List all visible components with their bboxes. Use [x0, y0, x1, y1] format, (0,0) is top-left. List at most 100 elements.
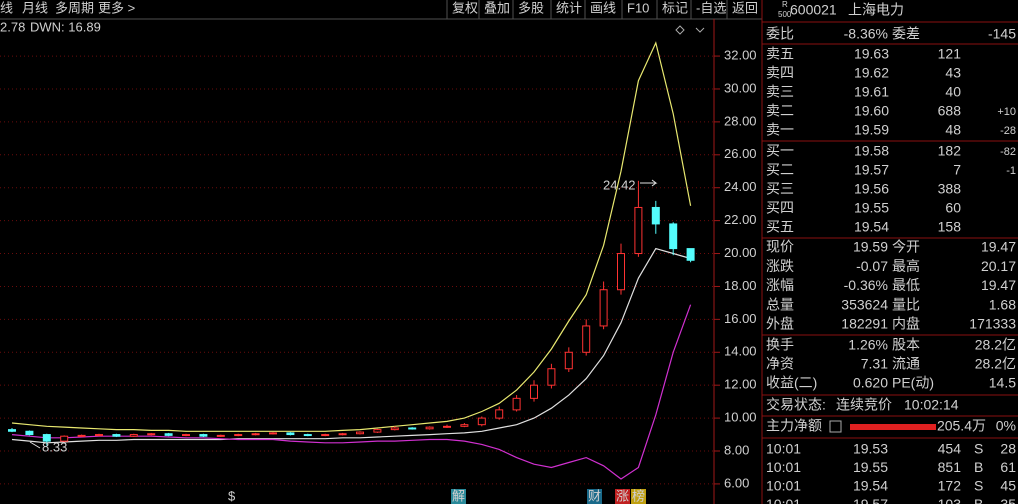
quote-cell: 182	[938, 143, 962, 159]
indicator-line	[11, 41, 692, 432]
quote-cell: -8.36%	[844, 26, 888, 42]
quote-cell: 7	[953, 162, 961, 178]
indicator-label: 2.78	[0, 19, 25, 34]
toolbar-button[interactable]: F10	[627, 0, 649, 15]
candle-body	[129, 434, 138, 437]
candle-body	[286, 432, 295, 436]
quote-cell: 14.5	[989, 375, 1016, 391]
quote-cell: 19.47	[981, 277, 1016, 293]
candle-body	[321, 434, 330, 437]
flow-icon[interactable]	[829, 420, 842, 433]
quote-cell: 最高	[892, 258, 920, 274]
toolbar-button[interactable]: 叠加	[484, 0, 510, 15]
quote-cell: 卖五	[766, 46, 794, 62]
annotation: 8.33	[42, 439, 67, 454]
quote-cell: 10:01	[766, 459, 801, 475]
toolbar-button[interactable]: 统计	[556, 0, 582, 15]
candle-body	[634, 206, 643, 255]
toolbar-button[interactable]: 画线	[590, 0, 616, 15]
toolbar-button[interactable]: 月线	[22, 0, 48, 15]
event-marker-bg	[631, 489, 646, 504]
quote-cell: 43	[945, 65, 961, 81]
indicator-line	[11, 247, 691, 444]
candle-body	[686, 248, 695, 261]
icon-diamond[interactable]	[675, 25, 685, 35]
badge: 500	[778, 10, 792, 19]
candle-body	[338, 433, 347, 436]
quote-cell: 最低	[892, 277, 920, 293]
quote-cell: 现价	[766, 239, 794, 255]
event-marker-bg	[587, 489, 602, 504]
candle-body	[303, 434, 312, 437]
candle-body	[251, 433, 260, 436]
quote-cell: 10:01	[766, 496, 801, 504]
toolbar-button[interactable]: 多周期	[55, 0, 94, 15]
quote-cell: 19.59	[854, 122, 889, 138]
y-tick-label: 22.00	[724, 212, 757, 227]
quote-cell: 1.68	[989, 296, 1016, 312]
event-marker[interactable]: 榜	[632, 488, 645, 503]
candle-body	[651, 206, 660, 225]
quote-cell: 45	[1000, 478, 1016, 494]
quote-cell: 卖一	[766, 122, 794, 138]
icon-dropdown[interactable]	[695, 27, 705, 33]
event-marker-bg	[615, 489, 630, 504]
event-marker[interactable]: 财	[588, 488, 601, 503]
toolbar-button[interactable]: 线	[0, 0, 13, 15]
event-marker[interactable]: 涨	[616, 488, 629, 503]
toolbar-button[interactable]: 标记	[662, 0, 688, 15]
quote-cell: 103	[938, 496, 962, 504]
quote-cell: 流通	[892, 356, 920, 372]
quote-cell: 19.47	[981, 239, 1016, 255]
event-marker[interactable]: 解	[452, 488, 465, 503]
quote-cell: 19.57	[854, 162, 889, 178]
candle-body	[530, 384, 538, 399]
quote-cell: 851	[938, 459, 962, 475]
candle-body	[199, 434, 208, 437]
quote-cell: 换手	[766, 337, 794, 353]
event-marker[interactable]: $	[228, 488, 236, 503]
y-tick-label: 28.00	[724, 113, 757, 128]
toolbar-button[interactable]: 更多 >	[98, 0, 135, 15]
candle-body	[60, 435, 69, 442]
quote-cell: S	[974, 441, 983, 457]
y-tick-label: 16.00	[724, 311, 757, 326]
toolbar-button[interactable]: 返回	[732, 0, 758, 15]
candle-body	[269, 432, 277, 435]
y-tick-label: 26.00	[724, 146, 757, 161]
candle-body	[564, 351, 573, 370]
y-tick-label: 24.00	[724, 179, 757, 194]
quote-cell: 股本	[892, 337, 920, 353]
quote-cell: 0.620	[853, 375, 888, 391]
candle-body	[512, 397, 521, 411]
quote-cell: 28.2亿	[975, 356, 1016, 372]
candle-body	[477, 417, 486, 426]
quote-cell: 353624	[841, 296, 888, 312]
quote-cell: 171333	[969, 316, 1016, 332]
quote-cell: 买一	[766, 143, 794, 159]
candle-body	[147, 433, 156, 436]
candle-body	[425, 426, 434, 430]
y-tick-label: 6.00	[724, 475, 749, 490]
toolbar-button[interactable]: 复权	[452, 0, 478, 15]
quote-cell: 委差	[892, 26, 920, 42]
quote-cell: 20.17	[981, 258, 1016, 274]
quote-cell: 涨幅	[766, 277, 794, 293]
flow-bar	[850, 424, 936, 430]
quote-cell: 总量	[766, 296, 794, 312]
quote-cell: 19.54	[854, 219, 889, 235]
quote-cell: PE(动)	[892, 375, 934, 391]
quote-cell: 买三	[766, 181, 794, 197]
toolbar-button[interactable]: 多股	[518, 0, 544, 15]
toolbar-button[interactable]: -自选	[696, 0, 726, 15]
candle-body	[112, 434, 121, 437]
candle-body	[443, 425, 451, 428]
quote-cell: -145	[988, 26, 1016, 42]
quote-cell: 61	[1000, 459, 1016, 475]
quote-cell: S	[974, 478, 983, 494]
quote-cell: 19.56	[854, 181, 889, 197]
quote-cell: 卖二	[766, 103, 794, 119]
candle-body	[234, 434, 243, 437]
quote-cell: 19.59	[853, 239, 888, 255]
